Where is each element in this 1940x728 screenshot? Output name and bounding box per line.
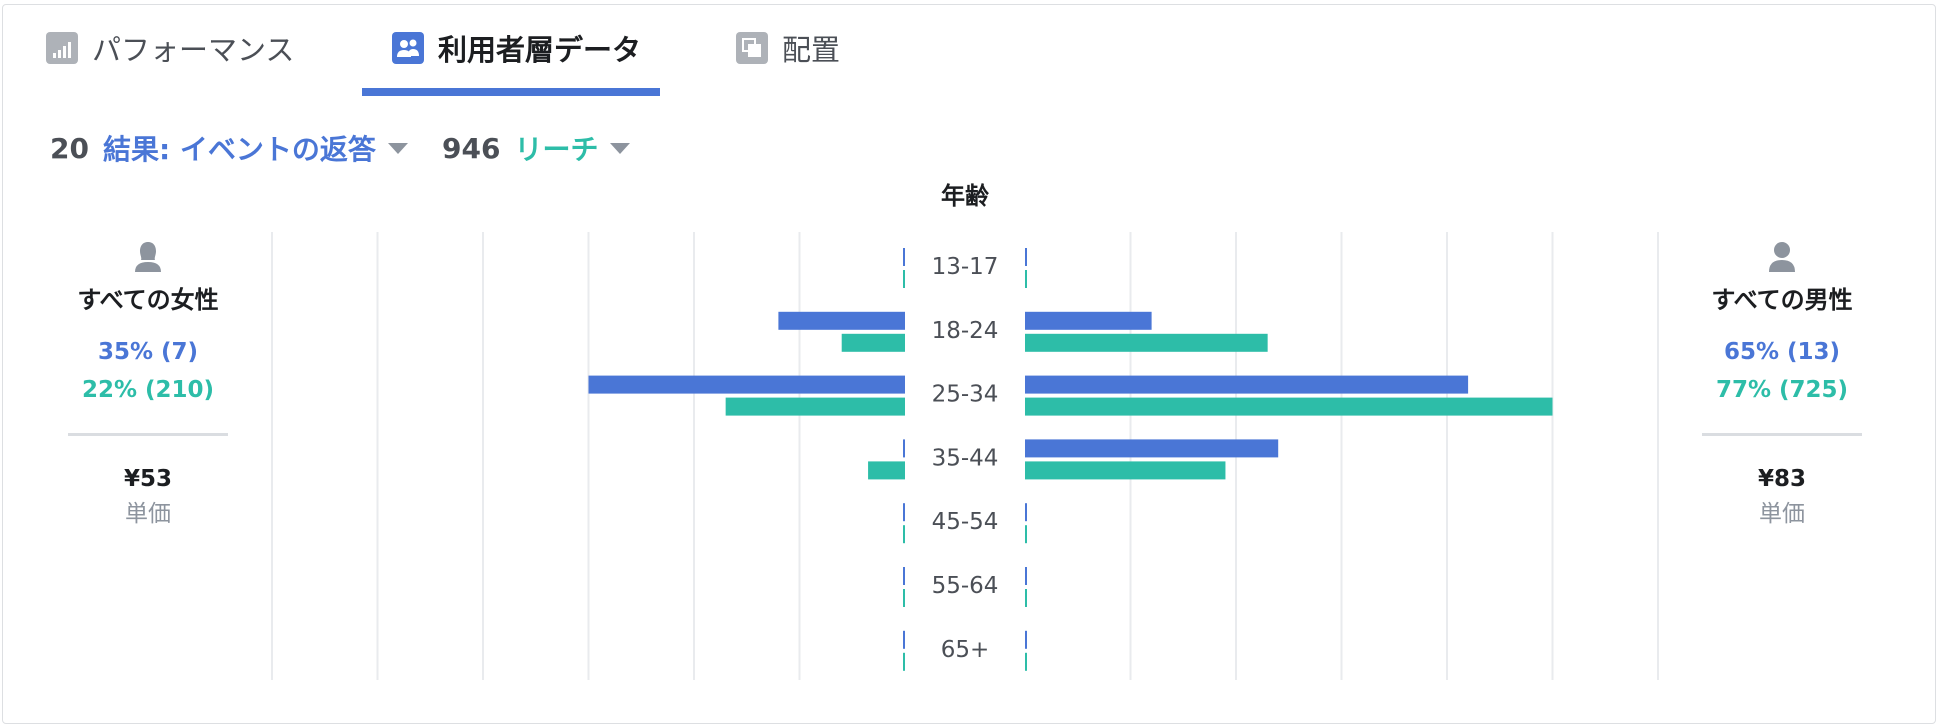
- chevron-down-icon: [387, 142, 408, 154]
- female-summary: すべての女性 35% (7) 22% (210) ¥53 単価: [28, 240, 268, 528]
- bar-reach-female: [903, 652, 905, 671]
- bar-chart-icon: [46, 32, 78, 64]
- bar-reach-female: [841, 333, 905, 352]
- bar-results-male: [1025, 439, 1279, 458]
- chevron-down-icon: [610, 142, 631, 154]
- bar-reach-male: [1025, 397, 1553, 416]
- age-tick-label: 55-64: [932, 573, 999, 599]
- divider: [1702, 433, 1862, 436]
- female-reach-percent: 22% (210): [81, 377, 215, 403]
- people-icon: [392, 32, 424, 64]
- bar-reach-male: [1025, 652, 1027, 671]
- bar-results-female: [903, 567, 905, 585]
- age-tick-label: 18-24: [932, 318, 999, 344]
- bar-reach-male: [1025, 461, 1226, 480]
- bar-results-male: [1025, 503, 1027, 522]
- male-cost-label: 単価: [1759, 501, 1805, 527]
- female-cost-label: 単価: [125, 501, 171, 527]
- divider: [68, 433, 228, 436]
- active-tab-indicator: [362, 88, 660, 96]
- female-title: すべての女性: [77, 286, 219, 314]
- bar-results-male: [1025, 567, 1027, 585]
- male-title: すべての男性: [1711, 286, 1853, 314]
- bar-results-male: [1025, 375, 1469, 394]
- bar-reach-male: [1025, 525, 1027, 544]
- age-tick-label: 45-54: [932, 509, 999, 535]
- bar-results-female: [903, 248, 905, 266]
- bar-reach-female: [903, 589, 905, 607]
- results-metric-dropdown[interactable]: 20 結果: イベントの返答: [50, 128, 408, 168]
- male-reach-percent: 77% (725): [1715, 377, 1849, 403]
- placement-icon: [736, 32, 768, 64]
- age-tick-label: 65+: [941, 637, 990, 663]
- male-cost: ¥83: [1757, 466, 1806, 492]
- male-person-icon: [1769, 242, 1795, 272]
- chart-title: 年齢: [941, 182, 990, 210]
- age-tick-label: 35-44: [932, 445, 999, 471]
- bar-reach-female: [725, 397, 905, 416]
- bar-results-male: [1025, 311, 1152, 330]
- age-tick-label: 13-17: [932, 254, 999, 280]
- demographics-card: [2, 4, 1936, 724]
- results-count: 20: [50, 131, 89, 165]
- bar-reach-female: [868, 461, 905, 480]
- tab-label: 配置: [782, 33, 841, 67]
- bar-reach-male: [1025, 270, 1027, 288]
- bar-results-female: [588, 375, 905, 394]
- tab-placement[interactable]: 配置: [736, 26, 840, 70]
- male-results-percent: 65% (13): [1723, 339, 1841, 365]
- bar-results-female: [903, 503, 905, 522]
- female-results-percent: 35% (7): [97, 339, 199, 365]
- bar-reach-female: [903, 525, 905, 544]
- tab-label: パフォーマンス: [92, 33, 295, 67]
- female-cost: ¥53: [123, 466, 172, 492]
- bar-reach-female: [903, 270, 905, 288]
- tab-performance[interactable]: パフォーマンス: [46, 26, 294, 70]
- female-person-icon: [135, 242, 161, 272]
- results-label: 結果: イベントの返答: [102, 133, 376, 166]
- male-summary: すべての男性 65% (13) 77% (725) ¥83 単価: [1662, 240, 1902, 528]
- tab-demographics[interactable]: 利用者層データ: [392, 26, 641, 70]
- reach-count: 946: [442, 131, 501, 165]
- reach-label: リーチ: [514, 133, 599, 166]
- bar-results-male: [1025, 248, 1027, 266]
- age-tick-label: 25-34: [932, 382, 999, 408]
- bar-results-female: [903, 630, 905, 649]
- bar-results-male: [1025, 630, 1027, 649]
- tab-label: 利用者層データ: [438, 33, 642, 67]
- reach-metric-dropdown[interactable]: 946 リーチ: [442, 128, 631, 168]
- bar-results-female: [903, 439, 905, 458]
- bar-reach-male: [1025, 589, 1027, 607]
- bar-reach-male: [1025, 333, 1268, 352]
- bar-results-female: [778, 311, 905, 330]
